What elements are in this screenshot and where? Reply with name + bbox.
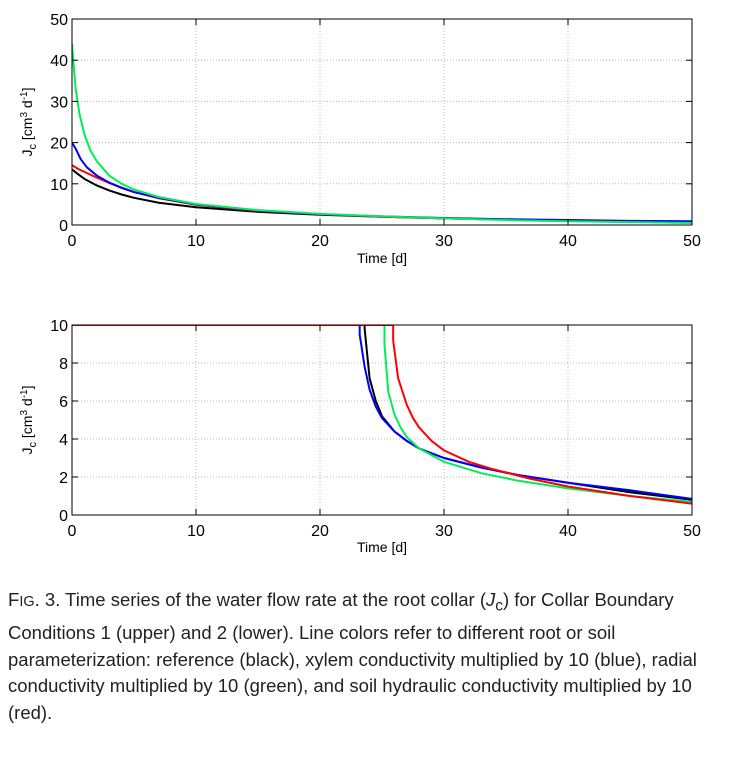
- series-line-1: [72, 325, 692, 500]
- series-line-0: [72, 325, 692, 501]
- y-tick-label: 10: [50, 177, 68, 194]
- caption-symbol: J: [486, 589, 496, 610]
- x-tick-label: 50: [683, 523, 701, 540]
- series-line-1: [72, 164, 692, 224]
- y-tick-label: 30: [50, 94, 68, 111]
- y-tick-label: 4: [59, 432, 68, 449]
- x-tick-label: 50: [683, 233, 701, 250]
- series-line-3: [72, 43, 692, 224]
- figure-caption: FIG. 3. Time series of the water flow ra…: [8, 587, 730, 726]
- caption-label: FIG. 3.: [8, 589, 60, 610]
- series-line-2: [72, 325, 692, 503]
- y-tick-label: 0: [59, 508, 68, 525]
- axes-frame: [71, 324, 693, 516]
- series-line-3: [72, 325, 692, 505]
- y-tick-label: 10: [50, 318, 68, 335]
- x-tick-label: 20: [311, 523, 329, 540]
- x-tick-label: 30: [435, 523, 453, 540]
- x-tick-label: 30: [435, 233, 453, 250]
- caption-label-smallcaps: IG: [19, 594, 35, 610]
- y-axis-label: Jc [cm3 d-1]: [19, 88, 39, 157]
- x-tick-label: 0: [68, 233, 77, 250]
- series-line-0: [72, 168, 692, 223]
- y-tick-label: 2: [59, 470, 68, 487]
- x-tick-label: 10: [187, 523, 205, 540]
- x-axis-label: Time [d]: [357, 250, 407, 266]
- caption-label-number: . 3.: [34, 589, 61, 610]
- x-tick-label: 0: [68, 523, 77, 540]
- lower-panel: 0 10 20 30 40 50 0 2 4 6 8 10 Time [d] Jc [cm3 d-1]: [19, 318, 701, 555]
- y-tick-label: 8: [59, 356, 68, 373]
- x-tick-label: 40: [559, 523, 577, 540]
- x-tick-label: 20: [311, 233, 329, 250]
- caption-text-after: ) for Collar Boundary Conditions 1 (uppe…: [8, 589, 697, 723]
- x-tick-label: 10: [187, 233, 205, 250]
- y-tick-label: 6: [59, 394, 68, 411]
- axes-frame: [71, 18, 693, 226]
- y-tick-label: 50: [50, 12, 68, 29]
- caption-symbol-sub: c: [495, 597, 503, 615]
- y-tick-label: 20: [50, 136, 68, 153]
- upper-panel: 0 10 20 30 40 50 0 10 20 30 40 50 Time [d] Jc [cm3 d-…: [19, 12, 701, 266]
- series-line-2: [72, 142, 692, 223]
- y-tick-label: 40: [50, 53, 68, 70]
- caption-label-prefix: F: [8, 589, 20, 610]
- x-tick-label: 40: [559, 233, 577, 250]
- x-axis-label: Time [d]: [357, 539, 407, 555]
- caption-text-before: Time series of the water flow rate at th…: [60, 589, 487, 610]
- y-axis-label: Jc [cm3 d-1]: [19, 386, 39, 455]
- y-tick-label: 0: [59, 218, 68, 235]
